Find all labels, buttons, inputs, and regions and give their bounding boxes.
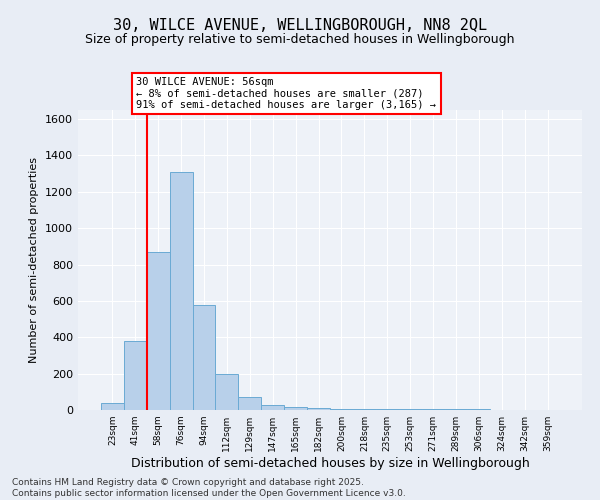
- X-axis label: Distribution of semi-detached houses by size in Wellingborough: Distribution of semi-detached houses by …: [131, 457, 529, 470]
- Bar: [147, 252, 170, 410]
- Bar: [101, 404, 124, 410]
- Text: Contains HM Land Registry data © Crown copyright and database right 2025.
Contai: Contains HM Land Registry data © Crown c…: [12, 478, 406, 498]
- Bar: [330, 409, 353, 410]
- Bar: [124, 341, 147, 410]
- Y-axis label: Number of semi-detached properties: Number of semi-detached properties: [29, 157, 40, 363]
- Bar: [170, 172, 193, 410]
- Bar: [376, 409, 399, 410]
- Bar: [307, 408, 330, 410]
- Text: Size of property relative to semi-detached houses in Wellingborough: Size of property relative to semi-detach…: [85, 32, 515, 46]
- Text: 30, WILCE AVENUE, WELLINGBOROUGH, NN8 2QL: 30, WILCE AVENUE, WELLINGBOROUGH, NN8 2Q…: [113, 18, 487, 32]
- Bar: [399, 409, 422, 410]
- Bar: [238, 398, 261, 410]
- Bar: [215, 374, 238, 410]
- Bar: [422, 409, 445, 410]
- Text: 30 WILCE AVENUE: 56sqm
← 8% of semi-detached houses are smaller (287)
91% of sem: 30 WILCE AVENUE: 56sqm ← 8% of semi-deta…: [136, 77, 436, 110]
- Bar: [193, 306, 215, 410]
- Bar: [353, 409, 376, 410]
- Bar: [284, 408, 307, 410]
- Bar: [261, 404, 284, 410]
